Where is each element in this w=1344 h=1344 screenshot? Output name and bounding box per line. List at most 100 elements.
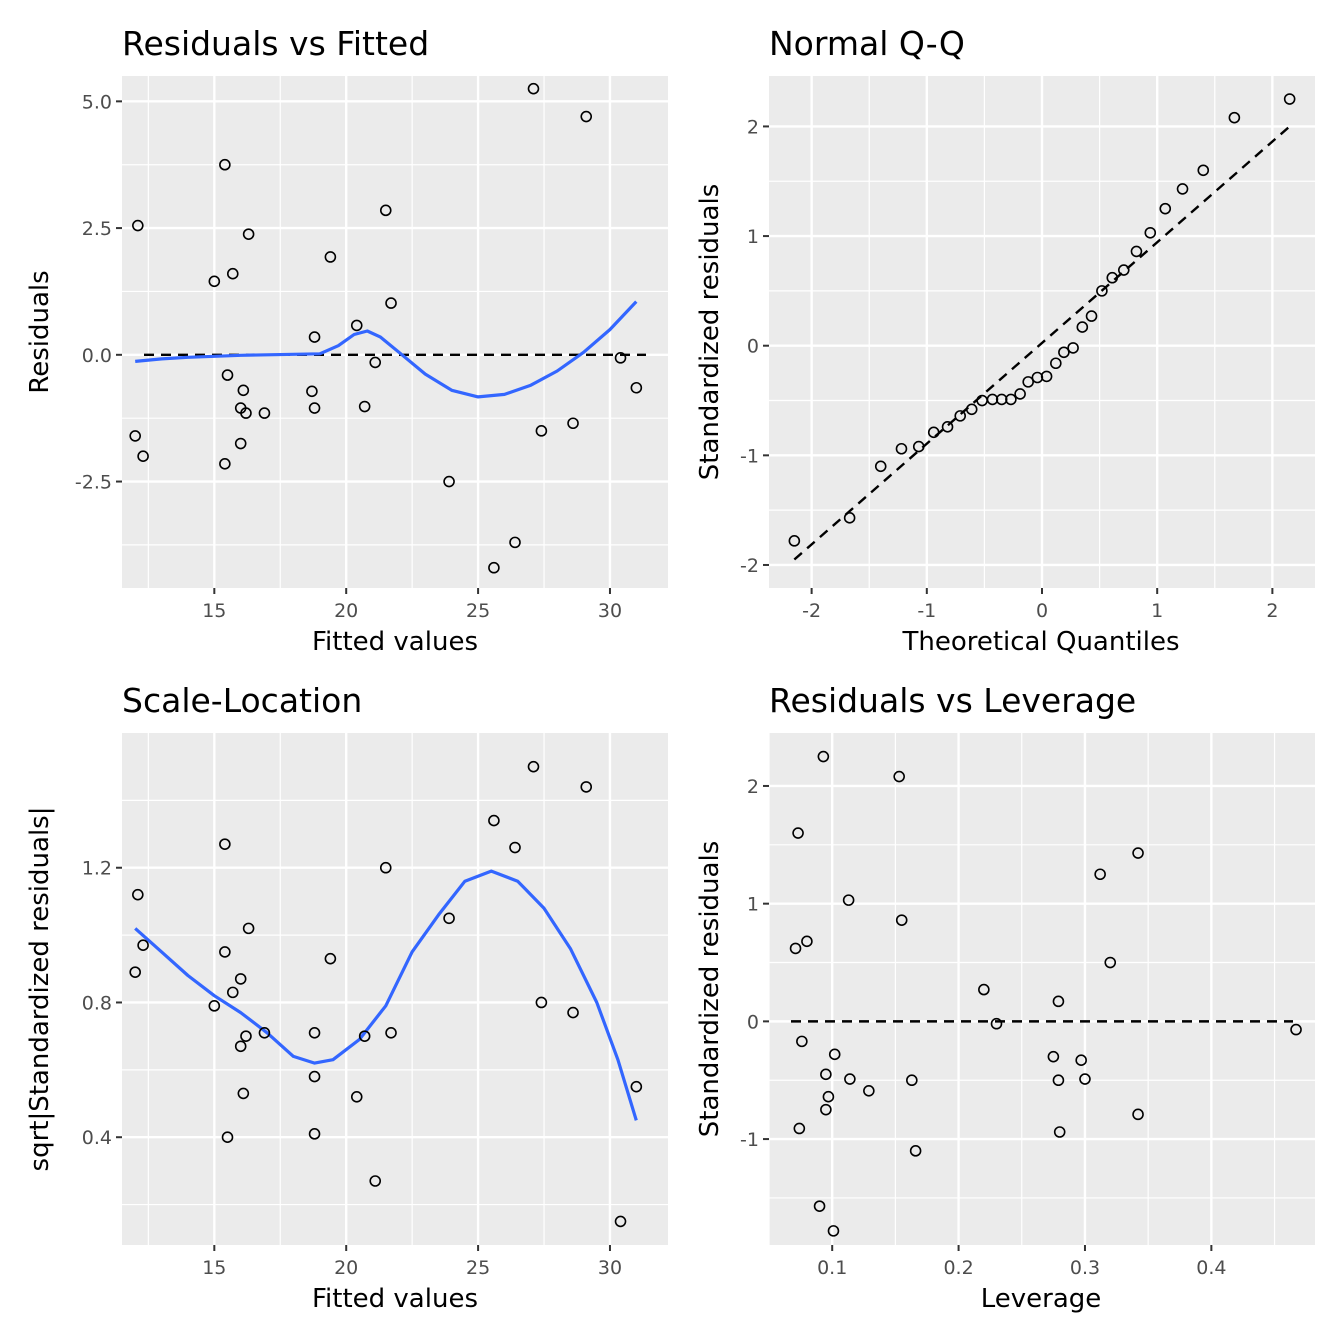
data-point	[614, 1215, 627, 1228]
data-point	[443, 475, 455, 488]
data-point	[219, 946, 231, 958]
data-point	[843, 512, 856, 524]
data-point	[1079, 1073, 1091, 1085]
data-point	[369, 1175, 382, 1187]
data-point	[219, 158, 231, 171]
data-point	[927, 426, 940, 439]
data-point	[379, 204, 392, 217]
data-point	[842, 894, 855, 906]
data-point	[1014, 388, 1026, 400]
y-tick-label: 0.4	[82, 1127, 112, 1149]
data-point	[1085, 310, 1098, 322]
y-tick-label: 0	[747, 1011, 759, 1033]
qq-reference-line	[793, 125, 1291, 561]
data-point	[965, 403, 978, 416]
y-tick-label: 2	[747, 776, 759, 798]
smooth-line	[135, 300, 638, 399]
x-axis-title: Theoretical Quantiles	[901, 627, 1179, 657]
data-point	[941, 421, 954, 433]
y-tick-label: -1	[740, 1129, 759, 1151]
data-point	[1067, 342, 1079, 354]
data-point	[324, 251, 337, 263]
data-point	[1132, 1108, 1144, 1121]
data-point	[567, 1006, 579, 1019]
data-point	[817, 750, 830, 763]
x-tick-label: -2	[802, 600, 821, 622]
data-point	[909, 1145, 922, 1157]
data-point	[796, 1035, 808, 1048]
data-point	[1132, 847, 1144, 859]
y-tick-label: -2.5	[75, 472, 112, 494]
x-tick-label: 20	[334, 1257, 358, 1279]
data-point	[385, 1026, 397, 1039]
data-point	[535, 996, 548, 1009]
data-point	[792, 827, 804, 839]
x-tick-label: 15	[202, 1257, 226, 1279]
data-point	[1130, 245, 1143, 258]
data-point	[789, 942, 802, 955]
data-point	[1096, 285, 1108, 297]
data-point	[350, 1090, 363, 1103]
data-point	[788, 535, 801, 547]
data-point	[132, 888, 144, 901]
x-tick-label: 30	[598, 600, 622, 622]
data-point	[893, 770, 905, 783]
data-point	[1005, 393, 1017, 406]
data-point	[129, 430, 141, 442]
panel-title: Residuals vs Leverage	[769, 681, 1136, 720]
data-point	[308, 1026, 321, 1039]
data-point	[1076, 321, 1089, 333]
plot-area	[769, 76, 1315, 588]
data-point	[1058, 346, 1070, 359]
plot-area	[768, 733, 1315, 1245]
data-point	[308, 402, 321, 414]
data-point	[1040, 370, 1053, 383]
data-point	[324, 952, 337, 965]
data-point	[308, 331, 321, 343]
x-tick-label: 0	[1036, 600, 1048, 622]
panel-title: Scale-Location	[122, 681, 362, 720]
data-point	[226, 267, 239, 280]
data-point	[509, 536, 521, 549]
data-point	[1104, 956, 1117, 969]
panel-normal-qq: Normal Q-Q Theoretical Quantiles Standar…	[695, 24, 1315, 657]
data-point	[221, 1131, 234, 1144]
data-point	[1075, 1054, 1087, 1067]
data-point	[358, 400, 371, 413]
data-point	[813, 1200, 826, 1212]
x-tick-label: 1	[1151, 600, 1163, 622]
x-tick-label: 2	[1266, 600, 1278, 622]
x-tick-label: 25	[466, 1257, 490, 1279]
data-point	[1159, 202, 1172, 215]
data-point	[1053, 1126, 1066, 1138]
data-point	[350, 319, 363, 332]
data-point	[234, 973, 247, 985]
data-point	[488, 814, 500, 827]
data-point	[1283, 93, 1296, 105]
x-tick-label: 0.3	[1070, 1257, 1100, 1279]
data-point	[1290, 1023, 1302, 1036]
y-tick-label: 5.0	[82, 91, 112, 113]
data-point	[234, 437, 247, 450]
y-tick-label: 1	[747, 894, 759, 916]
data-point	[1047, 1050, 1060, 1063]
data-point	[385, 297, 397, 309]
y-axis-title: Standardized residuals	[695, 841, 725, 1138]
data-point	[208, 1000, 221, 1012]
data-point	[1117, 264, 1130, 276]
data-point	[827, 1225, 840, 1237]
data-point	[828, 1048, 841, 1061]
y-tick-label: 0	[747, 336, 759, 358]
data-point	[308, 1070, 321, 1083]
data-point	[369, 356, 382, 369]
x-tick-label: 30	[598, 1257, 622, 1279]
data-point	[567, 417, 579, 430]
data-point	[443, 912, 455, 925]
x-axis-title: Fitted values	[312, 1284, 478, 1314]
data-point	[1197, 164, 1210, 177]
smooth-line	[134, 869, 638, 1121]
data-point	[874, 460, 887, 473]
data-point	[822, 1090, 835, 1103]
data-point	[308, 1128, 321, 1140]
y-axis-title: Residuals	[25, 270, 55, 393]
